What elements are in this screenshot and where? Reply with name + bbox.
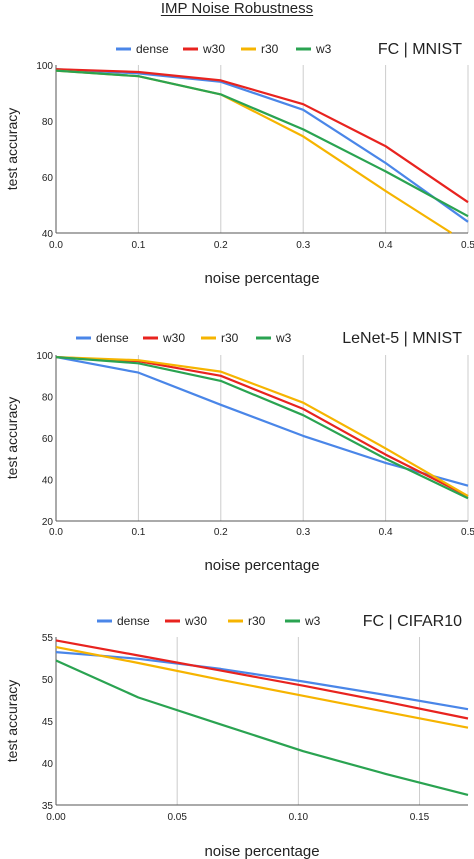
figure-title-wrap: IMP Noise Robustness [0, 0, 474, 18]
chart3-xtick-label: 0.10 [289, 812, 309, 823]
chart2-xtick-label: 0.2 [214, 527, 228, 538]
chart3-ytick-label: 45 [42, 717, 54, 728]
chart2-ytick-label: 20 [42, 517, 54, 528]
chart2-series-dense-line [55, 356, 469, 487]
chart2-series-w3-line [55, 356, 469, 500]
chart1-xlabel: noise percentage [204, 270, 319, 287]
chart2-xlabel: noise percentage [204, 557, 319, 574]
chart2-legend-label-r30: r30 [221, 331, 239, 345]
chart3-legend-label-r30: r30 [248, 614, 266, 628]
chart1-legend-label-w30: w30 [202, 42, 225, 56]
chart1-group [55, 47, 469, 234]
chart2-ytick-label: 100 [36, 351, 53, 362]
chart2-xtick-label: 0.3 [296, 527, 310, 538]
chart3-legend-label-w30: w30 [184, 614, 207, 628]
chart2-series-r30-line [55, 356, 469, 498]
chart1-xtick-label: 0.0 [49, 240, 63, 251]
chart1-xtick-label: 0.1 [131, 240, 145, 251]
chart1-xtick-label: 0.2 [214, 240, 228, 251]
chart3-xtick-label: 0.05 [167, 812, 187, 823]
chart1-series-dense-line [55, 68, 469, 223]
chart2-group [55, 336, 469, 522]
chart3-xlabel: noise percentage [204, 843, 319, 859]
chart2-ytick-label: 80 [42, 393, 54, 404]
chart1-legend-label-dense: dense [136, 42, 169, 56]
chart1-series-w3-line [55, 69, 469, 218]
chart3-series-w3-line [55, 659, 469, 796]
chart1-ytick-label: 60 [42, 173, 54, 184]
chart2-xtick-label: 0.1 [131, 527, 145, 538]
chart1-legend-label-w3: w3 [315, 42, 332, 56]
chart3-xtick-label: 0.15 [410, 812, 430, 823]
chart2-title: LeNet-5 | MNIST [342, 330, 462, 347]
chart1-ytick-label: 80 [42, 117, 54, 128]
chart1-title: FC | MNIST [378, 41, 462, 58]
chart2-legend-label-w30: w30 [162, 331, 185, 345]
chart2-ytick-label: 40 [42, 476, 54, 487]
chart3-ytick-label: 50 [42, 675, 54, 686]
chart3-legend-label-w3: w3 [304, 614, 321, 628]
chart1-xtick-label: 0.4 [379, 240, 393, 251]
chart2-xtick-label: 0.0 [49, 527, 63, 538]
chart1-ytick-label: 40 [42, 229, 54, 240]
chart3-legend-label-dense: dense [117, 614, 150, 628]
chart3-ytick-label: 40 [42, 759, 54, 770]
chart1-ytick-label: 100 [36, 61, 53, 72]
chart2-ytick-label: 60 [42, 434, 54, 445]
chart3-series-w30-line [55, 639, 469, 720]
chart1-xtick-label: 0.5 [461, 240, 474, 251]
chart1-xtick-label: 0.3 [296, 240, 310, 251]
chart2-xtick-label: 0.5 [461, 527, 474, 538]
chart2-series-w30-line [55, 356, 469, 498]
chart3-series-dense-line [55, 651, 469, 711]
chart1-legend-label-r30: r30 [261, 42, 279, 56]
chart1-ylabel: test accuracy [4, 108, 20, 190]
chart2-ylabel: test accuracy [4, 397, 20, 479]
chart2-legend-label-dense: dense [96, 331, 129, 345]
chart3-title: FC | CIFAR10 [363, 613, 462, 630]
chart3-ytick-label: 55 [42, 633, 54, 644]
chart2-legend-label-w3: w3 [275, 331, 292, 345]
chart3-ylabel: test accuracy [4, 680, 20, 762]
chart3-series-r30-line [55, 646, 469, 729]
chart2-xtick-label: 0.4 [379, 527, 393, 538]
chart3-xtick-label: 0.00 [46, 812, 66, 823]
chart3-group [55, 619, 469, 806]
figure-title: IMP Noise Robustness [160, 0, 314, 17]
chart1-series-w30-line [55, 68, 469, 204]
chart3-ytick-label: 35 [42, 801, 54, 812]
